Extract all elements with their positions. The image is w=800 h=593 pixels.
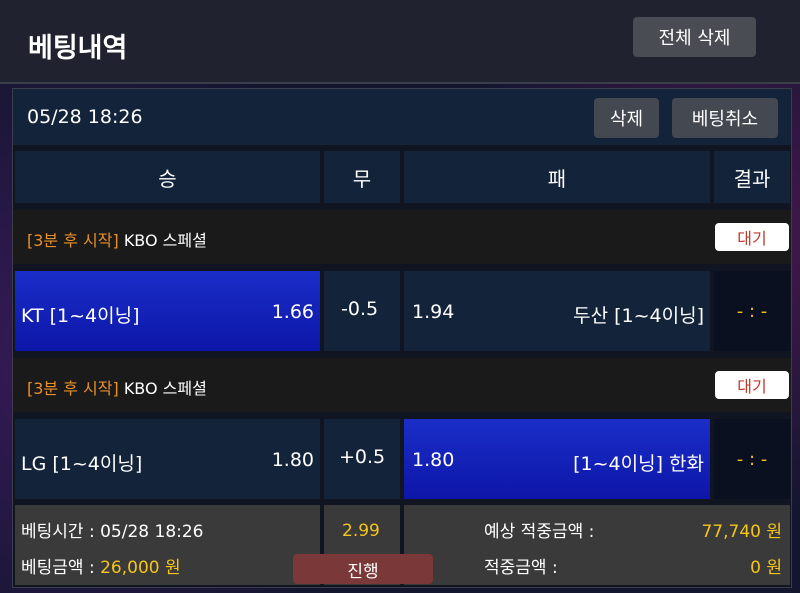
- bet-date: 05/28 18:26: [27, 106, 143, 128]
- league: KBO 스페셜: [123, 379, 207, 398]
- start-time: [3분 후 시작]: [27, 231, 119, 250]
- bet-card: 05/28 18:26 삭제 베팅취소 승 무 패 결과 [3분 후 시작] K…: [12, 88, 792, 588]
- page-title: 베팅내역: [28, 33, 128, 64]
- win-amount: 0 원: [750, 558, 782, 578]
- amount-label: 베팅금액 :: [21, 558, 95, 578]
- start-time: [3분 후 시작]: [27, 379, 119, 398]
- status-badge: 대기: [715, 371, 789, 399]
- bet-amount: 26,000 원: [100, 558, 181, 578]
- home-pick[interactable]: KT [1~4이닝] 1.66: [15, 271, 320, 351]
- column-win: 승: [15, 151, 320, 203]
- cancel-bet-button[interactable]: 베팅취소: [672, 98, 778, 138]
- header: 베팅내역 전체 삭제: [0, 0, 800, 84]
- column-lose: 패: [404, 151, 710, 203]
- handicap: +0.5: [324, 419, 400, 499]
- progress-status-badge: 진행: [293, 554, 433, 584]
- delete-all-button[interactable]: 전체 삭제: [633, 17, 756, 57]
- status-badge: 대기: [715, 223, 789, 251]
- result: - : -: [714, 271, 790, 351]
- game-header: [3분 후 시작] KBO 스페셜 대기: [13, 358, 791, 412]
- home-team: KT [1~4이닝]: [21, 305, 140, 327]
- home-team: LG [1~4이닝]: [21, 453, 143, 475]
- away-pick[interactable]: 1.80 [1~4이닝] 한화: [404, 419, 710, 499]
- total-odds: 2.99: [342, 521, 380, 541]
- handicap-value: +0.5: [339, 446, 386, 468]
- handicap: -0.5: [324, 271, 400, 351]
- home-pick[interactable]: LG [1~4이닝] 1.80: [15, 419, 320, 499]
- game-header: [3분 후 시작] KBO 스페셜 대기: [13, 210, 791, 264]
- bet-card-header: 05/28 18:26 삭제 베팅취소: [13, 89, 791, 145]
- result: - : -: [714, 419, 790, 499]
- away-team: [1~4이닝] 한화: [573, 453, 704, 475]
- bet-summary-right: 예상 적중금액 : 77,740 원 적중금액 : 0 원: [404, 505, 790, 585]
- handicap-value: -0.5: [341, 298, 379, 320]
- away-odds: 1.80: [412, 449, 455, 471]
- league: KBO 스페셜: [123, 231, 207, 250]
- time-label: 베팅시간 :: [21, 522, 95, 542]
- away-pick[interactable]: 1.94 두산 [1~4이닝]: [404, 271, 710, 351]
- away-team: 두산 [1~4이닝]: [573, 305, 704, 327]
- bet-summary-left: 베팅시간 : 05/28 18:26 베팅금액 : 26,000 원: [15, 505, 320, 585]
- expected-amount: 77,740 원: [701, 522, 782, 542]
- column-result: 결과: [714, 151, 790, 203]
- away-odds: 1.94: [412, 301, 455, 323]
- bet-time: 05/28 18:26: [100, 522, 204, 542]
- home-odds: 1.66: [271, 301, 314, 323]
- win-label: 적중금액 :: [484, 558, 558, 578]
- expected-label: 예상 적중금액 :: [484, 522, 595, 542]
- home-odds: 1.80: [271, 449, 314, 471]
- column-draw: 무: [324, 151, 400, 203]
- delete-button[interactable]: 삭제: [594, 98, 659, 138]
